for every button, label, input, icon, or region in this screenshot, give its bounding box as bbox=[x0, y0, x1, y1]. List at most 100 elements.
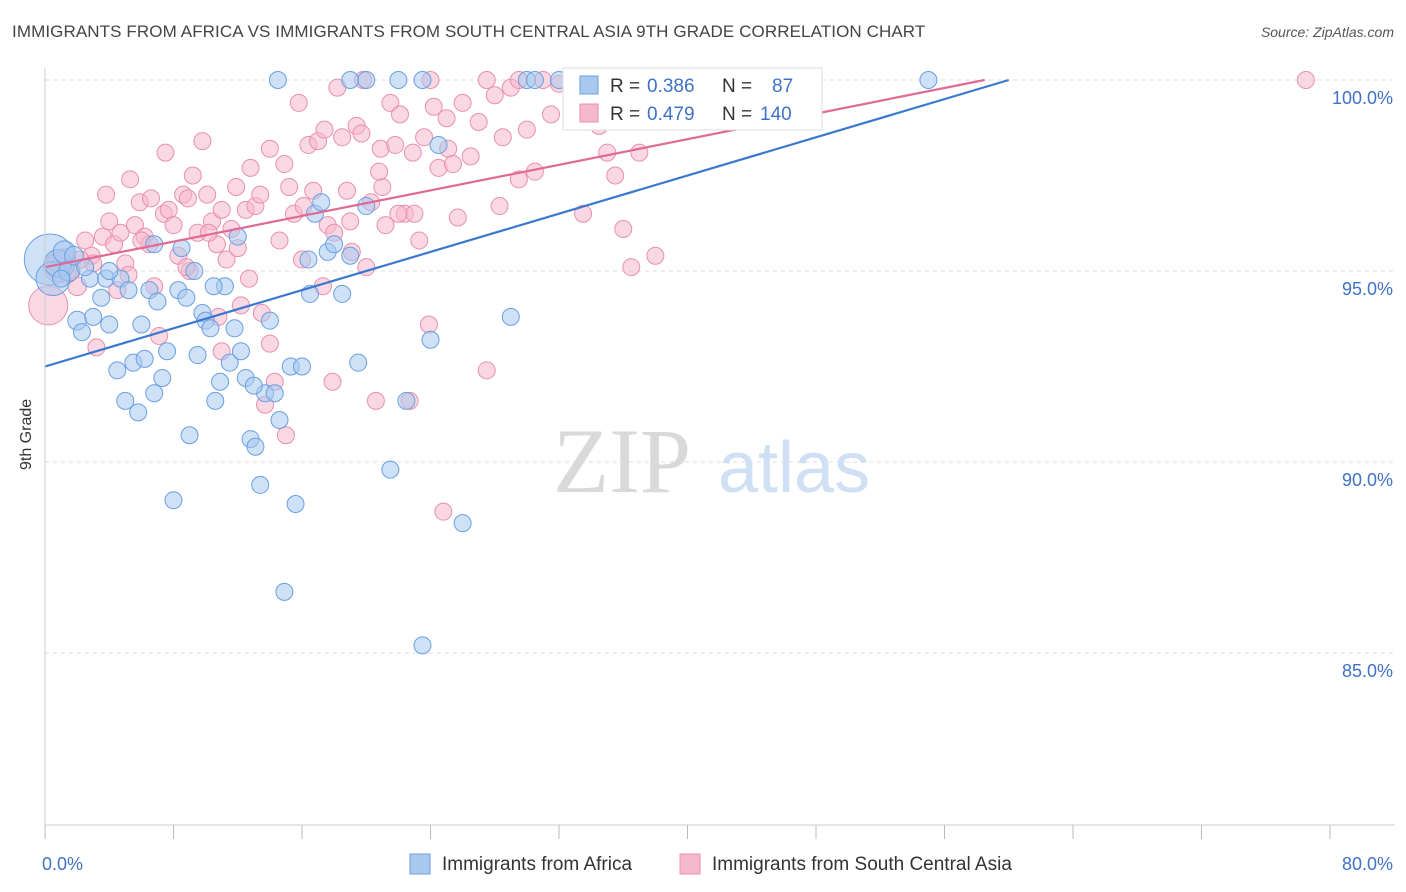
stats-legend-box bbox=[562, 67, 823, 131]
data-point-pink bbox=[646, 246, 665, 265]
axes: 100.0% 95.0% 90.0% 85.0% 0.0% 80.0% bbox=[42, 68, 1395, 874]
data-point-blue bbox=[204, 277, 223, 296]
watermark-zip: ZIP bbox=[553, 410, 691, 512]
stats-n-value-pink: 140 bbox=[760, 104, 792, 125]
data-point-pink bbox=[76, 231, 95, 250]
data-point-blue bbox=[525, 71, 544, 89]
data-point-blue bbox=[220, 353, 239, 372]
data-point-pink bbox=[337, 181, 356, 200]
data-point-pink bbox=[1296, 71, 1315, 89]
data-point-blue bbox=[293, 357, 311, 376]
data-point-pink bbox=[239, 269, 258, 288]
data-point-blue bbox=[429, 135, 448, 154]
data-point-blue bbox=[100, 315, 119, 334]
data-point-pink bbox=[121, 170, 140, 189]
data-point-pink bbox=[260, 334, 279, 353]
legend-pink-swatch bbox=[679, 853, 701, 875]
data-point-blue bbox=[312, 193, 331, 212]
data-point-blue bbox=[231, 342, 250, 361]
data-point-pink bbox=[159, 200, 178, 219]
trend-lines bbox=[44, 78, 1010, 368]
data-point-pink bbox=[100, 212, 119, 231]
data-point-pink bbox=[381, 93, 400, 112]
data-point-pink bbox=[323, 372, 342, 391]
data-point-pink bbox=[477, 361, 496, 380]
data-point-blue bbox=[501, 307, 520, 326]
data-point-blue bbox=[158, 342, 177, 361]
data-point-pink bbox=[390, 105, 409, 124]
data-point-pink bbox=[443, 155, 462, 174]
data-point-pink bbox=[212, 200, 231, 219]
data-point-pink bbox=[333, 128, 352, 147]
data-point-pink bbox=[386, 135, 405, 154]
data-point-pink bbox=[125, 216, 144, 235]
data-point-blue bbox=[116, 391, 135, 410]
data-point-pink bbox=[270, 231, 289, 250]
data-point-pink bbox=[275, 155, 294, 174]
data-point-blue bbox=[265, 384, 284, 403]
x-tick-label: 80.0% bbox=[1342, 854, 1393, 874]
data-point-pink bbox=[509, 170, 528, 189]
data-point-pink bbox=[251, 185, 270, 204]
bottom-legend: Immigrants from Africa Immigrants from S… bbox=[409, 853, 1012, 875]
stats-r-label-blue: R = bbox=[610, 76, 640, 97]
data-point-blue bbox=[251, 475, 270, 494]
data-point-blue bbox=[100, 262, 119, 280]
data-point-blue bbox=[270, 410, 289, 429]
data-point-pink bbox=[241, 158, 260, 177]
data-point-pink bbox=[178, 189, 197, 208]
data-point-blue bbox=[145, 384, 164, 403]
stats-n-label-pink: N = bbox=[722, 104, 752, 125]
data-point-blue bbox=[201, 319, 220, 338]
data-point-pink bbox=[469, 113, 488, 132]
data-point-pink bbox=[370, 162, 389, 181]
legend-pink-label: Immigrants from South Central Asia bbox=[712, 854, 1012, 875]
stats-r-label-pink: R = bbox=[610, 104, 640, 125]
data-point-blue bbox=[52, 269, 71, 288]
data-point-pink bbox=[410, 231, 429, 250]
data-point-blue bbox=[188, 346, 207, 365]
data-point-blue bbox=[84, 307, 103, 326]
data-point-blue bbox=[268, 71, 287, 89]
data-point-pink bbox=[376, 216, 395, 235]
data-point-pink bbox=[405, 204, 424, 223]
data-point-pink bbox=[280, 177, 299, 196]
data-point-pink bbox=[606, 166, 625, 185]
data-point-blue bbox=[919, 71, 938, 89]
data-point-pink bbox=[485, 86, 504, 105]
stats-r-value-blue: 0.386 bbox=[647, 76, 695, 97]
data-point-blue bbox=[72, 323, 91, 342]
y-tick-label: 100.0% bbox=[1332, 88, 1393, 108]
data-point-blue bbox=[275, 582, 294, 601]
data-point-blue bbox=[341, 71, 360, 89]
data-point-pink bbox=[437, 109, 456, 128]
data-point-blue bbox=[135, 349, 154, 368]
data-point-blue bbox=[177, 288, 196, 307]
data-point-pink bbox=[477, 71, 496, 89]
stats-legend: R = 0.386 N = 87 R = 0.479 N = 140 bbox=[562, 67, 823, 131]
data-point-pink bbox=[341, 212, 360, 231]
data-point-pink bbox=[315, 120, 334, 139]
data-point-blue bbox=[164, 491, 183, 510]
data-point-pink bbox=[490, 197, 509, 216]
data-point-blue bbox=[349, 353, 368, 372]
legend-blue-label: Immigrants from Africa bbox=[442, 854, 632, 875]
data-point-blue bbox=[397, 391, 416, 410]
data-point-blue bbox=[381, 460, 400, 479]
data-point-pink bbox=[142, 189, 161, 208]
data-point-pink bbox=[389, 204, 408, 223]
data-point-blue bbox=[119, 281, 138, 300]
data-point-blue bbox=[185, 262, 204, 280]
data-point-blue bbox=[357, 71, 376, 89]
data-point-pink bbox=[373, 177, 392, 196]
data-point-blue bbox=[244, 376, 263, 395]
data-point-pink bbox=[366, 391, 385, 410]
data-point-blue bbox=[341, 246, 360, 265]
chart-title: IMMIGRANTS FROM AFRICA VS IMMIGRANTS FRO… bbox=[12, 22, 926, 41]
data-point-blue bbox=[413, 71, 432, 89]
data-point-blue bbox=[153, 368, 172, 387]
data-point-pink bbox=[217, 250, 236, 269]
source-label: Source: ZipAtlas.com bbox=[1260, 24, 1394, 40]
data-point-pink bbox=[193, 132, 212, 151]
